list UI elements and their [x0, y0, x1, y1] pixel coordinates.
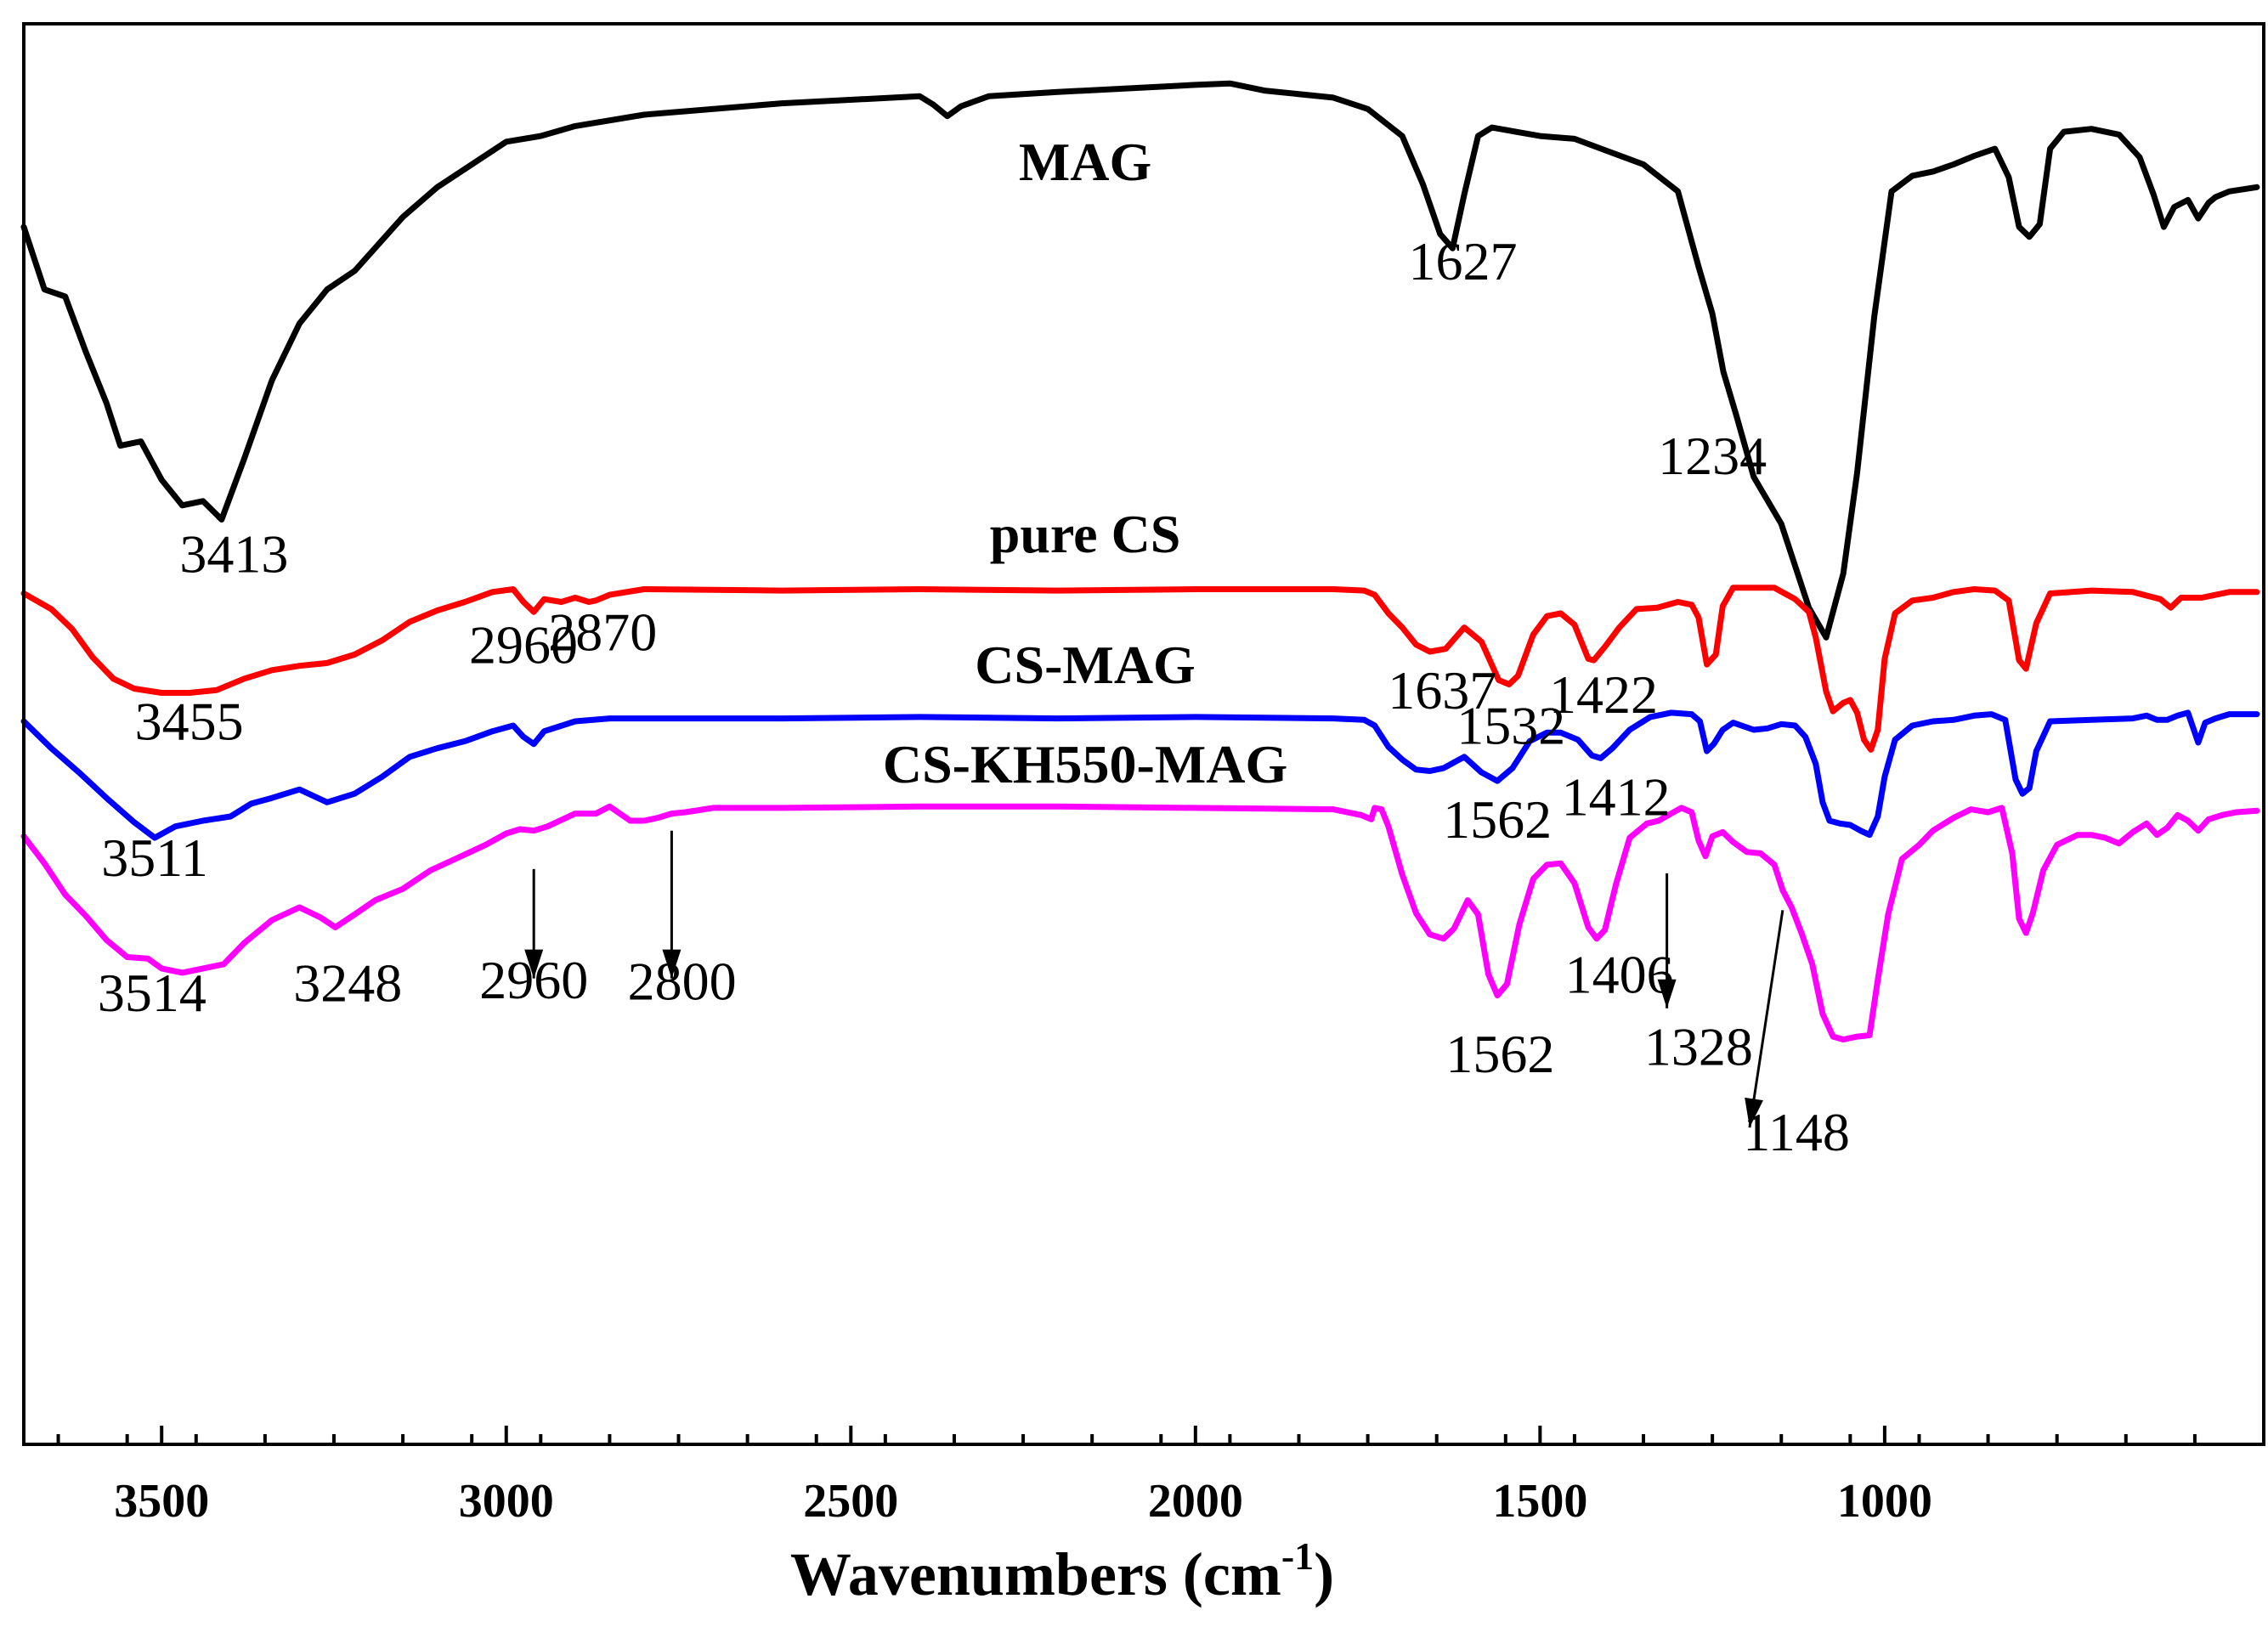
series-label-layer: MAG pure CS CS-MAG CS-KH550-MAG — [883, 132, 1287, 794]
peak-arrow — [524, 868, 544, 979]
peak-label-1562: 1562 — [1443, 789, 1552, 850]
x-axis: 3500 3000 2500 2000 1500 1000 — [56, 1426, 2197, 1528]
peak-label-2960: 2960 — [479, 950, 588, 1010]
peak-label-2960: 2960 — [469, 614, 578, 675]
x-axis-title-close: ) — [1314, 1540, 1334, 1608]
peak-label-1627: 1627 — [1409, 231, 1518, 291]
peak-arrow-head — [662, 949, 682, 979]
peak-label-3413: 3413 — [179, 523, 288, 584]
peak-label-3514: 3514 — [98, 963, 206, 1023]
x-axis-title: Wavenumbers (cm-1) — [790, 1534, 1334, 1608]
series-line-cs-kh550-mag — [20, 803, 2260, 1042]
x-axis-title-exponent: -1 — [1281, 1534, 1314, 1578]
x-tick-label-2000: 2000 — [1148, 1475, 1243, 1528]
peak-label-3455: 3455 — [135, 692, 244, 752]
peak-label-2870: 2870 — [548, 602, 657, 662]
peak-arrow — [1745, 910, 1784, 1128]
series-label-pure-cs: pure CS — [990, 504, 1181, 564]
peak-label-1562: 1562 — [1445, 1024, 1554, 1084]
peak-label-1412: 1412 — [1562, 766, 1671, 827]
peak-label-1422: 1422 — [1549, 664, 1658, 725]
peak-label-1637: 1637 — [1388, 660, 1496, 720]
peak-label-1532: 1532 — [1456, 696, 1565, 756]
peak-label-1328: 1328 — [1644, 1017, 1753, 1077]
peak-label-3511: 3511 — [101, 828, 208, 888]
arrow-layer — [524, 830, 1784, 1128]
peak-label-2800: 2800 — [628, 952, 737, 1012]
x-tick-label-1500: 1500 — [1492, 1475, 1587, 1528]
series-line-pure-cs — [20, 585, 2260, 753]
x-tick-label-3000: 3000 — [459, 1475, 554, 1528]
plot-frame — [22, 22, 2265, 1446]
peak-arrow-head — [524, 949, 544, 979]
x-tick-label-3500: 3500 — [114, 1475, 209, 1528]
peak-label-1148: 1148 — [1743, 1102, 1850, 1162]
peak-label-1234: 1234 — [1658, 426, 1767, 486]
peak-arrow — [1657, 873, 1677, 1008]
peak-arrow-head — [1657, 979, 1677, 1008]
series-label-cs-kh550-mag: CS-KH550-MAG — [883, 734, 1287, 794]
series-label-cs-mag: CS-MAG — [975, 635, 1196, 695]
annotation-layer: 3413162712343455296028701637153214223511… — [98, 231, 1850, 1162]
x-tick-label-2500: 2500 — [803, 1475, 898, 1528]
peak-label-1406: 1406 — [1565, 944, 1674, 1004]
series-layer — [20, 80, 2260, 1042]
peak-arrow-shaft — [1748, 910, 1784, 1128]
series-line-mag — [20, 80, 2260, 641]
x-tick-label-1000: 1000 — [1837, 1475, 1932, 1528]
series-label-mag: MAG — [1019, 132, 1151, 192]
peak-label-3248: 3248 — [293, 952, 402, 1013]
series-line-cs-mag — [20, 709, 2260, 841]
peak-arrow — [662, 830, 682, 979]
peak-arrow-head — [1745, 1097, 1763, 1128]
